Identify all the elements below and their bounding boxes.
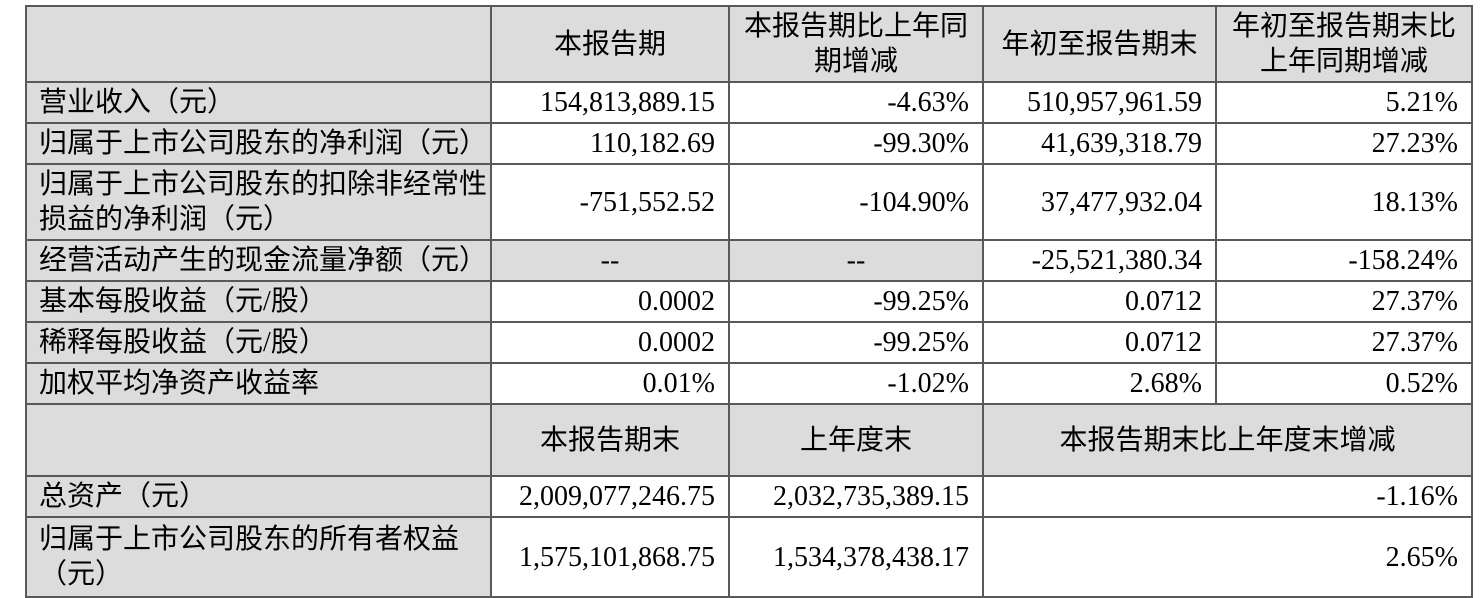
balance-header-row: 本报告期末 上年度末 本报告期末比上年度末增减 <box>25 403 1473 477</box>
cell-prior-year-end: 2,032,735,389.15 <box>728 475 984 518</box>
table-row: 归属于上市公司股东的净利润（元） 110,182.69 -99.30% 41,6… <box>25 122 1473 165</box>
cell-current-period-yoy: -104.90% <box>728 163 984 241</box>
row-label: 归属于上市公司股东的扣除非经常性损益的净利润（元） <box>25 163 492 241</box>
cell-ytd: 0.0712 <box>982 280 1217 323</box>
row-label: 基本每股收益（元/股） <box>25 280 492 323</box>
cell-current-period: 0.01% <box>490 362 730 405</box>
cell-ytd-yoy: -158.24% <box>1215 239 1473 282</box>
row-label: 经营活动产生的现金流量净额（元） <box>25 239 492 282</box>
header-ytd: 年初至报告期末 <box>982 5 1217 83</box>
table-row: 经营活动产生的现金流量净额（元） -- -- -25,521,380.34 -1… <box>25 239 1473 282</box>
cell-current-period: 0.0002 <box>490 280 730 323</box>
cell-current-period: 0.0002 <box>490 321 730 364</box>
cell-ytd: 37,477,932.04 <box>982 163 1217 241</box>
corner-cell <box>25 5 492 83</box>
table-row: 总资产（元） 2,009,077,246.75 2,032,735,389.15… <box>25 475 1473 518</box>
cell-ytd-yoy: 0.52% <box>1215 362 1473 405</box>
cell-ytd: 0.0712 <box>982 321 1217 364</box>
table-row: 基本每股收益（元/股） 0.0002 -99.25% 0.0712 27.37% <box>25 280 1473 323</box>
cell-current-period-yoy: -- <box>728 239 984 282</box>
table-row: 营业收入（元） 154,813,889.15 -4.63% 510,957,96… <box>25 81 1473 124</box>
table-row: 归属于上市公司股东的扣除非经常性损益的净利润（元） -751,552.52 -1… <box>25 163 1473 241</box>
cell-ytd-yoy: 18.13% <box>1215 163 1473 241</box>
cell-current-period-end: 1,575,101,868.75 <box>490 516 730 598</box>
row-label: 加权平均净资产收益率 <box>25 362 492 405</box>
table-row: 归属于上市公司股东的所有者权益（元） 1,575,101,868.75 1,53… <box>25 516 1473 598</box>
row-label: 营业收入（元） <box>25 81 492 124</box>
cell-current-period: -751,552.52 <box>490 163 730 241</box>
cell-current-period-yoy: -1.02% <box>728 362 984 405</box>
cell-current-period-yoy: -99.30% <box>728 122 984 165</box>
header-prior-year-end: 上年度末 <box>728 403 984 477</box>
cell-period-end-change: 2.65% <box>982 516 1473 598</box>
cell-current-period: -- <box>490 239 730 282</box>
row-label: 总资产（元） <box>25 475 492 518</box>
corner-cell <box>25 403 492 477</box>
cell-ytd-yoy: 27.37% <box>1215 321 1473 364</box>
cell-ytd: -25,521,380.34 <box>982 239 1217 282</box>
header-ytd-yoy: 年初至报告期末比上年同期增减 <box>1215 5 1473 83</box>
header-current-period: 本报告期 <box>490 5 730 83</box>
row-label: 归属于上市公司股东的所有者权益（元） <box>25 516 492 598</box>
cell-period-end-change: -1.16% <box>982 475 1473 518</box>
header-period-end-change: 本报告期末比上年度末增减 <box>982 403 1473 477</box>
header-current-period-yoy: 本报告期比上年同期增减 <box>728 5 984 83</box>
row-label: 稀释每股收益（元/股） <box>25 321 492 364</box>
cell-ytd-yoy: 27.23% <box>1215 122 1473 165</box>
cell-ytd: 2.68% <box>982 362 1217 405</box>
cell-ytd-yoy: 27.37% <box>1215 280 1473 323</box>
table-row: 稀释每股收益（元/股） 0.0002 -99.25% 0.0712 27.37% <box>25 321 1473 364</box>
cell-ytd: 41,639,318.79 <box>982 122 1217 165</box>
cell-current-period-yoy: -99.25% <box>728 280 984 323</box>
cell-current-period-end: 2,009,077,246.75 <box>490 475 730 518</box>
row-label: 归属于上市公司股东的净利润（元） <box>25 122 492 165</box>
cell-prior-year-end: 1,534,378,438.17 <box>728 516 984 598</box>
cell-current-period-yoy: -99.25% <box>728 321 984 364</box>
cell-current-period-yoy: -4.63% <box>728 81 984 124</box>
financial-summary-table: 本报告期 本报告期比上年同期增减 年初至报告期末 年初至报告期末比上年同期增减 … <box>25 5 1473 598</box>
table-row: 加权平均净资产收益率 0.01% -1.02% 2.68% 0.52% <box>25 362 1473 405</box>
period-header-row: 本报告期 本报告期比上年同期增减 年初至报告期末 年初至报告期末比上年同期增减 <box>25 5 1473 83</box>
header-current-period-end: 本报告期末 <box>490 403 730 477</box>
cell-current-period: 154,813,889.15 <box>490 81 730 124</box>
cell-ytd-yoy: 5.21% <box>1215 81 1473 124</box>
cell-current-period: 110,182.69 <box>490 122 730 165</box>
cell-ytd: 510,957,961.59 <box>982 81 1217 124</box>
